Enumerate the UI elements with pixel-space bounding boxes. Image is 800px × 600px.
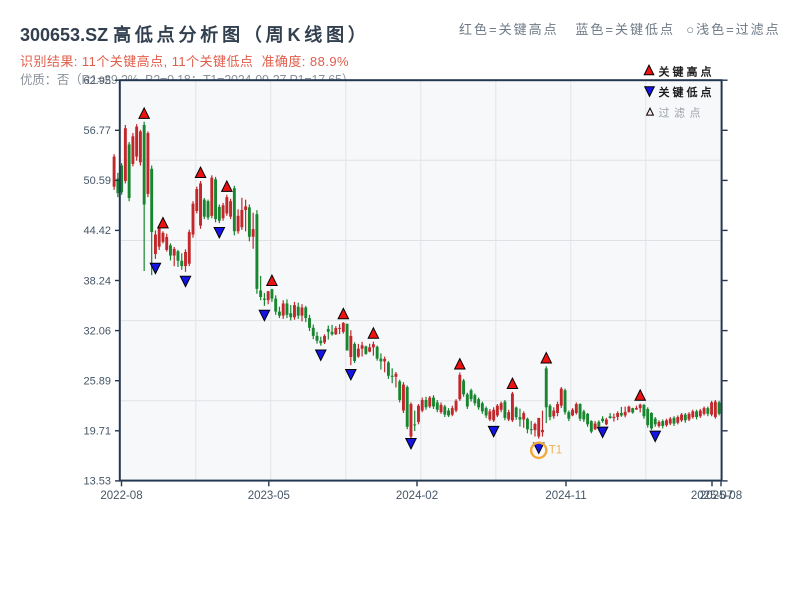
svg-text:2024-02: 2024-02 [396, 490, 438, 502]
svg-text:关键低点: 关键低点 [659, 85, 715, 99]
svg-text:44.42: 44.42 [83, 225, 111, 237]
svg-text:32.06: 32.06 [83, 325, 111, 337]
svg-text:关键高点: 关键高点 [659, 65, 715, 79]
svg-text:50.59: 50.59 [83, 175, 111, 187]
svg-text:2023-05: 2023-05 [248, 490, 290, 502]
svg-text:2022-08: 2022-08 [100, 490, 142, 502]
svg-text:25.89: 25.89 [83, 376, 111, 388]
svg-text:13.53: 13.53 [83, 476, 111, 488]
svg-text:2025-07: 2025-07 [691, 490, 733, 502]
svg-text:2024-11: 2024-11 [545, 490, 586, 502]
svg-text:19.71: 19.71 [83, 426, 111, 438]
svg-text:过滤点: 过滤点 [659, 107, 706, 120]
svg-text:T1: T1 [549, 444, 562, 456]
svg-text:38.24: 38.24 [83, 275, 111, 287]
svg-text:56.77: 56.77 [83, 125, 111, 137]
svg-text:62.95: 62.95 [83, 75, 111, 87]
svg-text:2025-08: 2025-08 [700, 490, 742, 502]
